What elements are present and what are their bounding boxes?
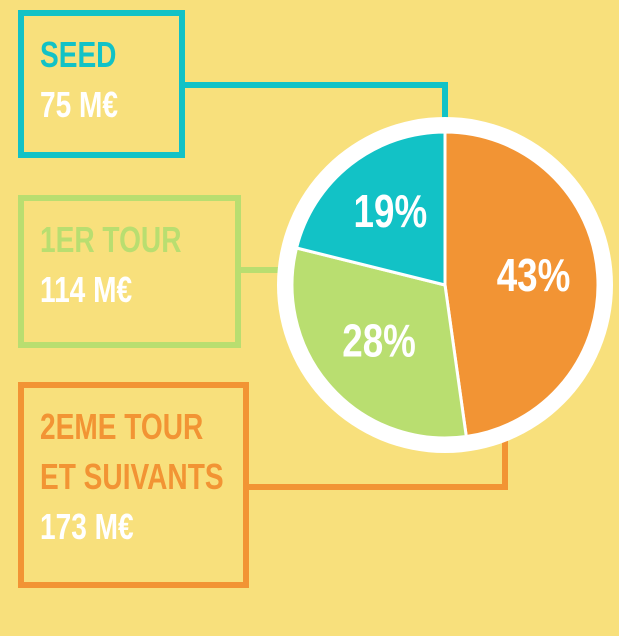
- pie-slice: [290, 246, 468, 440]
- amount-label: 75 M€: [40, 84, 119, 125]
- pie-slice: [294, 130, 447, 287]
- legend-box: 1ER TOUR 114 M€: [18, 195, 241, 348]
- amount-label: 173 M€: [40, 506, 134, 547]
- amount-label: 114 M€: [40, 269, 133, 310]
- slice-label: 19%: [354, 185, 428, 237]
- pie-slice: [443, 130, 600, 439]
- category-label: SEED: [40, 34, 117, 75]
- slices: [290, 130, 600, 440]
- category-label: 2EME TOUR ET SUIVANTS: [40, 406, 224, 497]
- legend-box: SEED 75 M€: [18, 10, 185, 158]
- slice-label: 28%: [342, 315, 416, 367]
- category-label: 1ER TOUR: [40, 219, 182, 260]
- connector: [249, 425, 508, 490]
- slice-label: 43%: [497, 249, 571, 301]
- legend-box: 2EME TOUR ET SUIVANTS 173 M€: [18, 382, 249, 588]
- legend-text: 1ER TOUR 114 M€: [40, 215, 243, 315]
- legend-text: 2EME TOUR ET SUIVANTS 173 M€: [40, 402, 235, 552]
- legend-text: SEED 75 M€: [40, 30, 243, 130]
